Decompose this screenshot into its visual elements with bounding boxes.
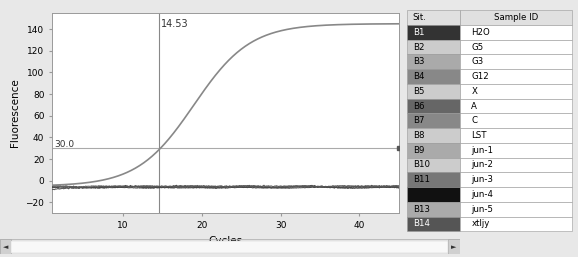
Bar xyxy=(448,239,460,254)
X-axis label: Cycles: Cycles xyxy=(208,235,243,245)
Text: ◄: ◄ xyxy=(3,244,9,250)
Bar xyxy=(12,241,448,253)
Y-axis label: Fluorescence: Fluorescence xyxy=(10,79,20,148)
Bar xyxy=(0,239,12,254)
Text: 14.53: 14.53 xyxy=(161,19,188,29)
Text: ►: ► xyxy=(451,244,457,250)
Text: 30.0: 30.0 xyxy=(54,140,75,149)
